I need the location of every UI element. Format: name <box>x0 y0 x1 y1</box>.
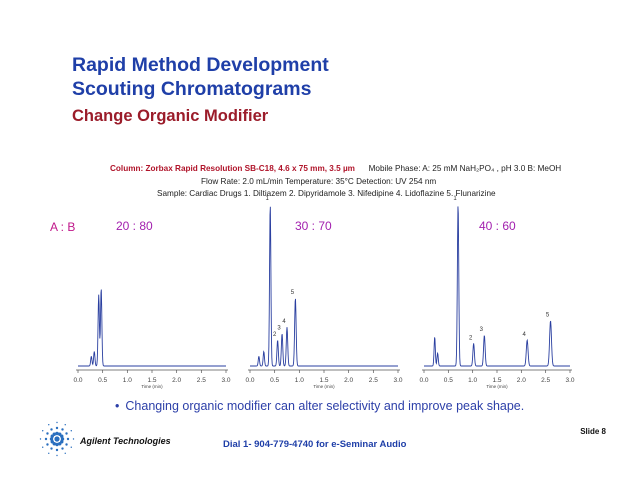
spark-dot <box>64 424 66 426</box>
peak-label: 4 <box>523 332 527 338</box>
spark-dot <box>55 426 59 430</box>
column-label: Column: Zorbax Rapid Resolution SB-C18, … <box>110 164 355 173</box>
chromatograms: 0.0 0.5 1.0 1.5 2.0 2.5 3.0 Time (min) 0.0 0.5 1.0… <box>73 196 574 389</box>
spark-dot <box>61 447 64 450</box>
bullet-sentence: Changing organic modifier can alter sele… <box>125 399 525 413</box>
x-tick-label: 0.0 <box>419 377 428 384</box>
peak-label: 2 <box>469 335 473 341</box>
spark-dot <box>60 437 65 441</box>
x-axis-label: Time (min) <box>313 384 335 389</box>
x-tick-label: 1.5 <box>492 377 501 384</box>
spark-dot <box>42 430 44 432</box>
spark-dot <box>48 452 50 454</box>
x-tick-label: 1.0 <box>295 377 304 384</box>
spark-dot <box>66 437 70 441</box>
x-tick-label: 1.0 <box>468 377 477 384</box>
flow-conditions: Flow Rate: 2.0 mL/min Temperature: 35°C … <box>201 177 437 186</box>
spark-dot <box>52 432 56 436</box>
x-tick-label: 3.0 <box>393 377 402 384</box>
bullet-dot: • <box>115 399 120 413</box>
spark-dot <box>42 446 44 448</box>
title-line-2: Scouting Chromatograms <box>72 78 312 100</box>
peak-label: 5 <box>291 290 295 296</box>
spark-dot <box>49 437 54 441</box>
spark-dot <box>50 428 53 431</box>
spark-dot <box>46 432 49 435</box>
x-tick-label: 1.5 <box>147 377 156 384</box>
x-tick-label: 0.5 <box>444 377 453 384</box>
x-axis-label: Time (min) <box>141 384 163 389</box>
sample-list: Sample: Cardiac Drugs 1. Diltiazem 2. Di… <box>157 189 496 198</box>
dial-in-info: Dial 1- 904-779-4740 for e-Seminar Audio <box>223 439 407 450</box>
peak-label: 3 <box>480 327 484 333</box>
chromatogram-trace <box>78 289 226 367</box>
spark-dot <box>39 438 42 440</box>
x-tick-label: 0.5 <box>270 377 279 384</box>
x-tick-label: 1.0 <box>123 377 132 384</box>
bullet-text: • Changing organic modifier can alter sel… <box>115 399 524 413</box>
peak-label: 1 <box>453 196 457 202</box>
peak-label: 5 <box>546 313 550 319</box>
company-name: Agilent Technologies <box>80 436 171 446</box>
spark-dot <box>61 428 64 431</box>
agilent-spark-icon <box>39 421 75 457</box>
chromatogram-trace <box>424 206 570 367</box>
spark-dot <box>56 421 58 424</box>
peak-label: 2 <box>273 332 277 338</box>
x-tick-label: 1.5 <box>319 377 328 384</box>
x-tick-label: 2.5 <box>197 377 206 384</box>
ratio-label-3: 40 : 60 <box>479 219 516 233</box>
spark-dot <box>55 442 59 447</box>
spark-dot <box>65 443 68 446</box>
spark-dot <box>58 442 62 446</box>
ab-label: A : B <box>50 220 76 234</box>
x-tick-label: 0.0 <box>245 377 254 384</box>
chromatogram-trace <box>250 206 398 367</box>
x-tick-label: 2.5 <box>369 377 378 384</box>
spark-dot <box>46 443 49 446</box>
spark-dot <box>72 438 75 440</box>
x-tick-label: 0.5 <box>98 377 107 384</box>
ratio-label-2: 30 : 70 <box>295 219 332 233</box>
spark-dot <box>70 430 72 432</box>
mobile-phase: Mobile Phase: A: 25 mM NaH₂PO₄ , pH 3.0 … <box>368 164 562 173</box>
spark-dot <box>48 424 50 426</box>
peak-label: 3 <box>277 326 281 332</box>
spark-dot <box>56 454 58 457</box>
x-tick-label: 2.5 <box>541 377 550 384</box>
x-axis-label: Time (min) <box>486 384 508 389</box>
column-conditions: Column: Zorbax Rapid Resolution SB-C18, … <box>110 164 561 173</box>
spark-dot <box>70 446 72 448</box>
spark-dot <box>50 440 54 444</box>
x-tick-label: 2.0 <box>344 377 353 384</box>
x-tick-label: 3.0 <box>221 377 230 384</box>
spark-center <box>54 436 60 442</box>
peak-label: 1 <box>266 196 270 202</box>
x-tick-label: 2.0 <box>172 377 181 384</box>
spark-dot <box>55 431 59 436</box>
spark-dot <box>55 448 59 452</box>
slide-number: Slide 8 <box>580 427 606 436</box>
spark-dot <box>50 447 53 450</box>
spark-dot <box>44 437 48 441</box>
x-tick-label: 2.0 <box>517 377 526 384</box>
spark-dot <box>65 432 68 435</box>
title-line-1: Rapid Method Development <box>72 54 329 76</box>
spark-dot <box>64 452 66 454</box>
x-tick-label: 0.0 <box>73 377 82 384</box>
x-tick-label: 3.0 <box>565 377 574 384</box>
subtitle: Change Organic Modifier <box>72 107 269 125</box>
peak-label: 4 <box>282 319 286 325</box>
spark-dot <box>60 434 64 438</box>
ratio-label-1: 20 : 80 <box>116 219 153 233</box>
